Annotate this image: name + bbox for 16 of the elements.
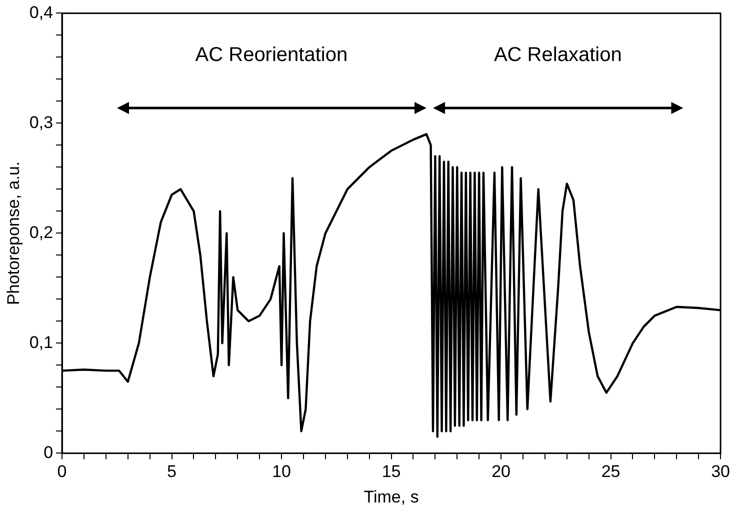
x-tick-label: 0 [57, 462, 67, 482]
y-tick-label: 0 [44, 442, 54, 462]
annotation: AC Reorientation [195, 44, 348, 67]
x-tick-label: 5 [167, 462, 177, 482]
y-tick-label: 0,4 [29, 2, 54, 22]
x-tick-label: 10 [272, 462, 291, 482]
x-tick-label: 30 [711, 462, 730, 482]
x-tick-label: 20 [492, 462, 510, 482]
y-tick-label: 0,3 [29, 112, 54, 132]
x-tick-label: 25 [601, 462, 620, 482]
annotation: AC Relaxation [494, 44, 622, 67]
x-axis-title: Time, s [364, 487, 419, 506]
y-tick-label: 0,2 [29, 222, 54, 242]
y-axis-title: Photoreponse, a.u. [4, 161, 23, 306]
y-tick-label: 0,1 [29, 332, 54, 352]
x-tick-label: 15 [382, 462, 401, 482]
